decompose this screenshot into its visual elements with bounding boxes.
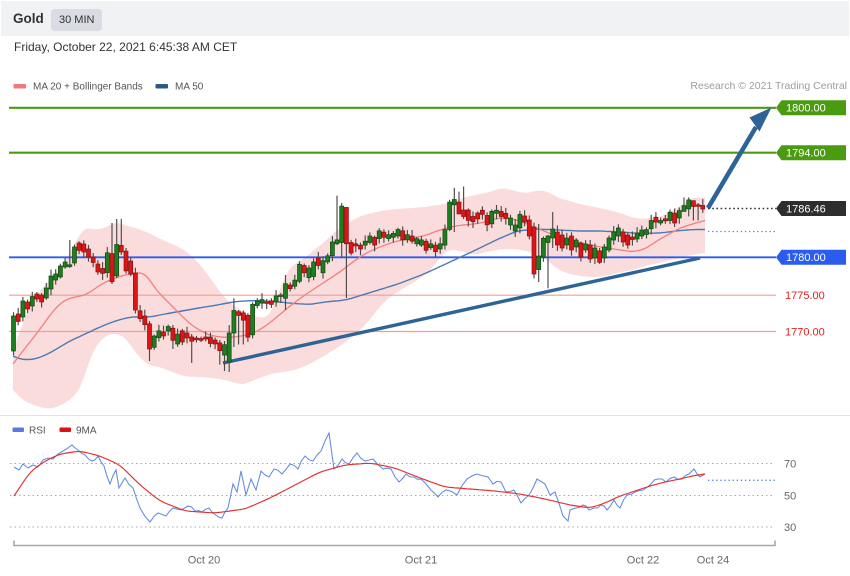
svg-text:MA 20 + Bollinger Bands: MA 20 + Bollinger Bands [33,82,143,93]
svg-text:1775.00: 1775.00 [785,290,825,302]
svg-text:1770.00: 1770.00 [785,326,825,338]
svg-text:1800.00: 1800.00 [786,103,826,115]
svg-text:1786.46: 1786.46 [786,203,826,215]
svg-text:9MA: 9MA [76,426,97,437]
svg-text:Oct 22: Oct 22 [627,555,659,567]
svg-text:1780.00: 1780.00 [786,252,826,264]
svg-text:70: 70 [784,458,796,470]
svg-text:RSI: RSI [29,426,46,437]
svg-text:Research © 2021 Trading Centra: Research © 2021 Trading Central [690,80,847,92]
svg-text:50: 50 [784,490,796,502]
svg-text:Oct 24: Oct 24 [697,555,729,567]
svg-text:1794.00: 1794.00 [786,148,826,160]
svg-text:30: 30 [784,522,796,534]
svg-text:MA 50: MA 50 [175,82,204,93]
svg-text:Oct 21: Oct 21 [405,555,437,567]
svg-text:Oct 20: Oct 20 [188,555,220,567]
